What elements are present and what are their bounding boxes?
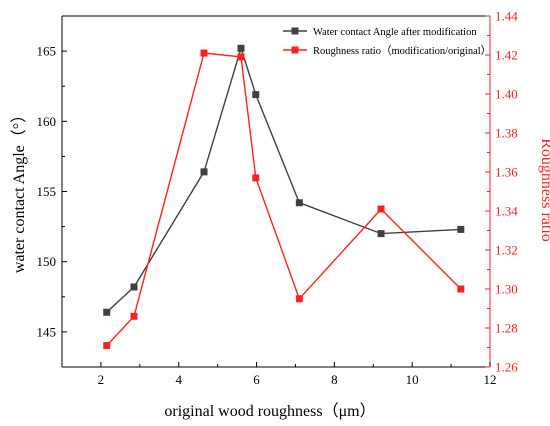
- series-line-1: [106, 45, 461, 313]
- y-right-tick-label: 1.42: [495, 48, 518, 63]
- series-2-point: [295, 295, 303, 303]
- legend-marker-1: [291, 27, 299, 35]
- y-right-tick-label: 1.36: [495, 165, 518, 180]
- series-2-point: [103, 342, 111, 350]
- y-left-tick-label: 165: [37, 44, 57, 59]
- y-axis-right-label: Roughness ratio: [538, 138, 550, 242]
- x-tick-label: 6: [253, 372, 260, 387]
- y-right-tick-label: 1.40: [495, 87, 518, 102]
- y-right-tick-label: 1.32: [495, 243, 518, 258]
- series-1-point: [252, 91, 260, 99]
- legend-marker-2: [291, 46, 299, 54]
- series-1-point: [130, 283, 138, 291]
- series-1-point: [103, 308, 111, 316]
- series-1-point: [295, 199, 303, 207]
- series-2-point: [252, 174, 260, 182]
- y-left-tick-label: 145: [37, 324, 57, 339]
- ticks: 2 4 6 8 10 12 145 150 155 160 165 1.26 1.28 1.30 1.32 1…: [37, 9, 519, 388]
- x-tick-label: 12: [484, 372, 497, 387]
- y-right-tick-label: 1.28: [495, 321, 518, 336]
- y-left-tick-label: 160: [37, 114, 57, 129]
- series-2-point: [237, 53, 245, 61]
- series-layer: [103, 44, 465, 350]
- series-2-point: [377, 205, 385, 213]
- series-1-point: [457, 225, 465, 233]
- y-right-tick-label: 1.26: [495, 360, 518, 375]
- series-1-point: [237, 44, 245, 52]
- y-right-tick-label: 1.38: [495, 126, 518, 141]
- series-2-point: [457, 285, 465, 293]
- x-tick-label: 2: [98, 372, 105, 387]
- y-right-tick-label: 1.44: [495, 9, 518, 24]
- y-left-tick-label: 155: [37, 184, 57, 199]
- y-axis-left-label: water contact Angle（°）: [10, 107, 28, 273]
- x-tick-label: 4: [175, 372, 182, 387]
- x-tick-label: 8: [331, 372, 338, 387]
- series-line-2: [106, 52, 462, 347]
- axes: [61, 15, 491, 368]
- y-right-tick-label: 1.30: [495, 282, 518, 297]
- series-1-point: [200, 168, 208, 176]
- legend: Water contact Angle after modification Ro…: [283, 27, 491, 57]
- legend-entry-2: Roughness ratio（modification/original）: [313, 45, 491, 57]
- y-left-tick-label: 150: [37, 254, 57, 269]
- y-right-tick-label: 1.34: [495, 204, 518, 219]
- x-tick-label: 10: [406, 372, 419, 387]
- series-2-point: [200, 49, 208, 57]
- series-2-point: [130, 312, 138, 320]
- series-1-point: [377, 230, 385, 238]
- legend-entry-1: Water contact Angle after modification: [313, 27, 477, 38]
- x-axis-label: original wood roughness（μm）: [164, 402, 375, 420]
